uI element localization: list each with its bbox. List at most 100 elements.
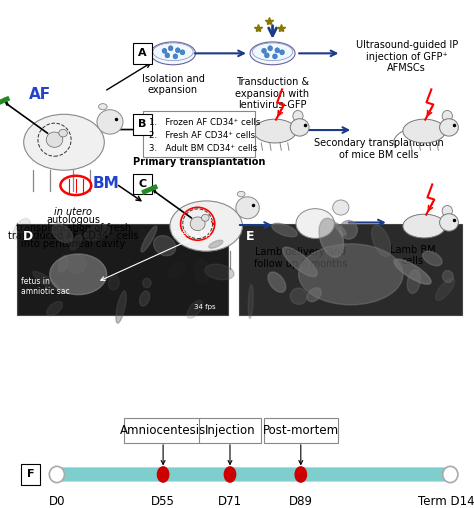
- Text: D89: D89: [289, 495, 313, 508]
- Text: 3.   Adult BM CD34⁺ cells: 3. Adult BM CD34⁺ cells: [149, 144, 257, 153]
- FancyBboxPatch shape: [199, 418, 261, 443]
- FancyBboxPatch shape: [124, 418, 202, 443]
- Text: Lamb BM
cells: Lamb BM cells: [390, 245, 435, 267]
- Ellipse shape: [335, 223, 346, 235]
- Ellipse shape: [52, 224, 73, 243]
- Ellipse shape: [333, 200, 349, 215]
- Text: B: B: [138, 119, 146, 130]
- Ellipse shape: [70, 235, 82, 250]
- Ellipse shape: [143, 278, 151, 288]
- Circle shape: [168, 46, 173, 51]
- Ellipse shape: [237, 192, 245, 197]
- Circle shape: [175, 48, 180, 53]
- Text: C: C: [138, 179, 146, 189]
- Ellipse shape: [307, 288, 321, 302]
- Text: D0: D0: [49, 495, 65, 508]
- Ellipse shape: [268, 272, 286, 292]
- Text: Isolation and
expansion: Isolation and expansion: [142, 74, 204, 96]
- Ellipse shape: [170, 201, 242, 251]
- Text: 34 fps: 34 fps: [194, 304, 216, 310]
- Text: Transduction &
expansion with
lentivirus-GFP: Transduction & expansion with lentivirus…: [236, 77, 310, 110]
- Ellipse shape: [403, 119, 446, 143]
- Text: into peritoneal cavity: into peritoneal cavity: [21, 239, 126, 249]
- Text: Post-mortem: Post-mortem: [263, 424, 339, 437]
- Text: in utero: in utero: [55, 207, 92, 217]
- Ellipse shape: [13, 218, 30, 240]
- Circle shape: [268, 46, 273, 51]
- Text: E: E: [246, 230, 254, 243]
- Circle shape: [275, 48, 280, 53]
- Ellipse shape: [201, 214, 209, 221]
- Ellipse shape: [443, 270, 453, 282]
- Ellipse shape: [423, 251, 442, 266]
- Text: needle tip: needle tip: [173, 229, 211, 238]
- Text: Secondary transplantation
of mice BM cells: Secondary transplantation of mice BM cel…: [314, 138, 444, 160]
- Ellipse shape: [407, 270, 420, 294]
- FancyBboxPatch shape: [143, 111, 255, 157]
- Ellipse shape: [97, 110, 123, 134]
- Bar: [17, 224, 228, 315]
- Ellipse shape: [50, 254, 107, 295]
- Ellipse shape: [84, 225, 109, 240]
- Text: Ultrasound-guided IP
injection of GFP⁺
AFMSCs: Ultrasound-guided IP injection of GFP⁺ A…: [356, 40, 458, 74]
- Ellipse shape: [168, 262, 185, 278]
- Ellipse shape: [194, 260, 209, 283]
- Ellipse shape: [138, 230, 146, 240]
- Ellipse shape: [436, 278, 455, 300]
- FancyBboxPatch shape: [264, 418, 338, 443]
- Ellipse shape: [290, 119, 309, 136]
- FancyBboxPatch shape: [55, 467, 452, 482]
- Ellipse shape: [205, 264, 234, 280]
- Ellipse shape: [394, 259, 431, 284]
- Ellipse shape: [299, 244, 403, 305]
- Circle shape: [442, 205, 452, 216]
- Circle shape: [173, 54, 178, 59]
- Text: autologous: autologous: [46, 215, 100, 225]
- Text: AF: AF: [29, 86, 51, 102]
- Circle shape: [165, 53, 170, 58]
- FancyBboxPatch shape: [133, 114, 152, 135]
- Circle shape: [273, 54, 277, 59]
- Text: Term D145: Term D145: [418, 495, 474, 508]
- Text: transplantation of fresh: transplantation of fresh: [16, 223, 131, 233]
- Bar: [239, 224, 462, 315]
- Text: 2.   Fresh AF CD34⁺ cells: 2. Fresh AF CD34⁺ cells: [149, 131, 255, 140]
- Text: BM: BM: [92, 176, 119, 192]
- Ellipse shape: [139, 291, 150, 306]
- Text: D71: D71: [218, 495, 242, 508]
- Text: Primary transplantation: Primary transplantation: [133, 157, 265, 168]
- Ellipse shape: [46, 132, 63, 147]
- Ellipse shape: [33, 271, 59, 291]
- Ellipse shape: [250, 42, 295, 65]
- Ellipse shape: [254, 119, 296, 143]
- Ellipse shape: [283, 247, 317, 277]
- Ellipse shape: [290, 288, 307, 304]
- Circle shape: [49, 466, 64, 483]
- Text: 1.   Frozen AF CD34⁺ cells: 1. Frozen AF CD34⁺ cells: [149, 118, 261, 128]
- Ellipse shape: [236, 197, 259, 219]
- Ellipse shape: [67, 255, 86, 273]
- Text: A: A: [138, 48, 146, 58]
- Circle shape: [443, 466, 458, 483]
- Ellipse shape: [190, 217, 205, 231]
- Ellipse shape: [141, 226, 157, 252]
- Ellipse shape: [209, 240, 223, 248]
- Ellipse shape: [157, 467, 169, 482]
- Ellipse shape: [403, 214, 446, 238]
- Text: Lamb delivery and
follow up 6 months: Lamb delivery and follow up 6 months: [254, 247, 348, 269]
- Ellipse shape: [59, 130, 67, 137]
- Circle shape: [293, 111, 303, 121]
- Text: transduced AF CD34⁺ cells: transduced AF CD34⁺ cells: [8, 231, 139, 241]
- Ellipse shape: [59, 255, 68, 272]
- Text: Injection: Injection: [205, 424, 255, 437]
- FancyBboxPatch shape: [133, 43, 152, 64]
- Ellipse shape: [109, 275, 119, 290]
- Ellipse shape: [439, 119, 458, 136]
- Ellipse shape: [296, 209, 335, 238]
- Ellipse shape: [99, 104, 107, 110]
- Circle shape: [162, 48, 167, 53]
- Circle shape: [262, 48, 266, 53]
- Ellipse shape: [151, 42, 195, 65]
- Ellipse shape: [154, 236, 176, 256]
- Ellipse shape: [272, 224, 297, 237]
